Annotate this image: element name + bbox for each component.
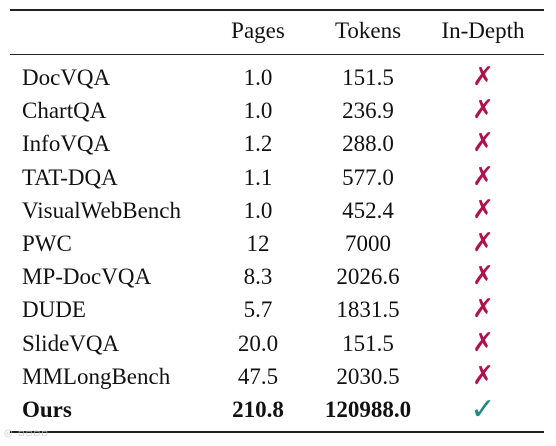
in-depth-cell: ✓ — [432, 393, 534, 428]
cross-mark-icon: ✗ — [472, 161, 494, 192]
tokens-value: 7000 — [345, 231, 391, 256]
pages-value: 12 — [246, 231, 270, 256]
tokens-value: 2026.6 — [336, 264, 400, 290]
table-row: VisualWebBench 1.0 452.4 ✗ — [10, 194, 544, 227]
in-depth-cell: ✗ — [432, 194, 534, 227]
pages-value: 20.0 — [237, 330, 279, 356]
table-row: Ours 210.8 120988.0 ✓ — [10, 393, 544, 426]
pages-value: 47.5 — [237, 363, 279, 389]
cross-mark-icon: ✗ — [472, 261, 494, 292]
table-row: ChartQA 1.0 236.9 ✗ — [10, 94, 544, 127]
tokens-value: 236.9 — [342, 98, 394, 124]
tokens-value: 151.5 — [342, 65, 394, 90]
pages-value: 210.8 — [232, 397, 284, 422]
dataset-name: ChartQA — [22, 98, 107, 124]
in-depth-cell: ✗ — [432, 127, 534, 160]
table-bottom-rule — [10, 431, 544, 433]
cross-mark-icon: ✗ — [472, 62, 494, 92]
pages-value: 1.0 — [243, 65, 273, 90]
table-header-rule — [10, 54, 544, 55]
pages-value: 1.2 — [243, 131, 273, 157]
in-depth-cell: ✗ — [432, 293, 534, 326]
in-depth-cell: ✗ — [432, 161, 534, 194]
table-row: InfoVQA 1.2 288.0 ✗ — [10, 127, 544, 160]
tokens-value: 151.5 — [342, 330, 394, 356]
header-in-depth: In-Depth — [441, 18, 525, 43]
table-row: DocVQA 1.0 151.5 ✗ — [10, 61, 544, 94]
dataset-name: MP-DocVQA — [22, 264, 152, 290]
cross-mark-icon: ✗ — [472, 194, 494, 225]
table-row: MMLongBench 47.5 2030.5 ✗ — [10, 360, 544, 393]
table-row: PWC 12 7000 ✗ — [10, 227, 544, 260]
table-row: TAT-DQA 1.1 577.0 ✗ — [10, 161, 544, 194]
dataset-name: SlideVQA — [22, 330, 120, 356]
dataset-name: TAT-DQA — [22, 164, 118, 190]
tokens-value: 1831.5 — [336, 297, 400, 323]
pages-value: 1.0 — [243, 197, 273, 223]
dataset-name: VisualWebBench — [22, 197, 182, 223]
watermark-logo: ◎ ▫▫▫▫ — [4, 428, 50, 439]
pages-value: 1.1 — [243, 164, 273, 190]
tokens-value: 288.0 — [342, 131, 394, 157]
pages-value: 5.7 — [243, 297, 273, 323]
dataset-name: Ours — [22, 397, 72, 422]
check-mark-icon: ✓ — [470, 392, 496, 427]
tokens-value: 120988.0 — [324, 397, 412, 422]
in-depth-cell: ✗ — [432, 94, 534, 127]
dataset-name: InfoVQA — [22, 131, 111, 157]
dataset-name: PWC — [22, 231, 72, 256]
in-depth-cell: ✗ — [432, 327, 534, 360]
cross-mark-icon: ✗ — [472, 360, 494, 391]
cross-mark-icon: ✗ — [472, 128, 494, 159]
table-header-row: Pages Tokens In-Depth — [10, 14, 544, 47]
dataset-name: DUDE — [22, 297, 86, 323]
cross-mark-icon: ✗ — [472, 327, 494, 358]
table-top-rule — [10, 9, 544, 11]
cross-mark-icon: ✗ — [472, 294, 494, 325]
table-row: DUDE 5.7 1831.5 ✗ — [10, 293, 544, 326]
cross-mark-icon: ✗ — [472, 228, 494, 258]
tokens-value: 452.4 — [342, 197, 394, 223]
cross-mark-icon: ✗ — [472, 95, 494, 126]
table-row: MP-DocVQA 8.3 2026.6 ✗ — [10, 260, 544, 293]
header-pages: Pages — [231, 18, 285, 43]
dataset-name: MMLongBench — [22, 363, 171, 389]
in-depth-cell: ✗ — [432, 260, 534, 293]
in-depth-cell: ✗ — [432, 61, 534, 94]
tokens-value: 577.0 — [342, 164, 394, 190]
header-tokens: Tokens — [334, 18, 402, 43]
pages-value: 1.0 — [243, 98, 273, 124]
pages-value: 8.3 — [243, 264, 273, 290]
table-row: SlideVQA 20.0 151.5 ✗ — [10, 327, 544, 360]
in-depth-cell: ✗ — [432, 227, 534, 260]
dataset-name: DocVQA — [22, 65, 111, 90]
in-depth-cell: ✗ — [432, 360, 534, 393]
tokens-value: 2030.5 — [336, 363, 400, 389]
